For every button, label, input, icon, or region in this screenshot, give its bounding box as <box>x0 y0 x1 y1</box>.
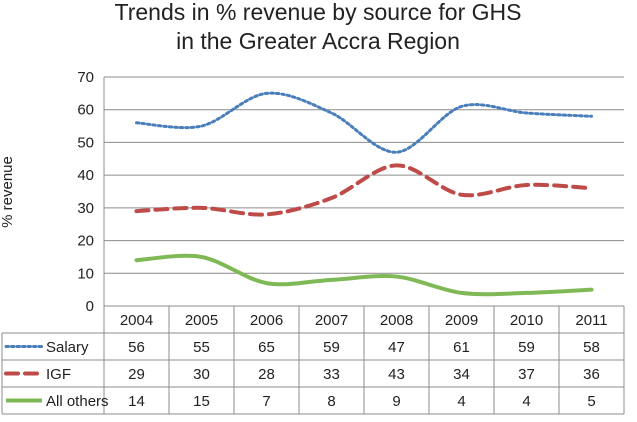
data-point <box>591 289 592 290</box>
gridlines <box>103 76 624 307</box>
series-line-all-others <box>134 253 594 297</box>
data-label: 58 <box>583 339 600 356</box>
data-label: 14 <box>128 393 145 410</box>
y-tick-label: 60 <box>77 102 94 119</box>
data-label: 61 <box>453 339 470 356</box>
chart-title-line-2: in the Greater Accra Region <box>176 28 460 54</box>
data-point <box>396 165 397 166</box>
data-label: 37 <box>518 366 535 383</box>
data-point <box>526 184 527 185</box>
data-label: 47 <box>388 339 405 356</box>
data-label: 29 <box>128 366 145 383</box>
data-point <box>266 283 267 284</box>
data-point <box>201 256 202 257</box>
data-label: 34 <box>453 366 470 383</box>
legend-label: IGF <box>46 366 71 383</box>
chart-title-line-1: Trends in % revenue by source for GHS <box>115 0 522 25</box>
data-point <box>461 292 462 293</box>
data-label: 43 <box>388 366 405 383</box>
series-line-igf <box>134 163 594 217</box>
data-point <box>396 152 397 153</box>
data-point <box>201 207 202 208</box>
data-point <box>266 93 267 94</box>
x-tick-label: 2007 <box>315 312 348 329</box>
data-label: 55 <box>193 339 210 356</box>
data-point <box>461 106 462 107</box>
data-point <box>136 260 137 261</box>
y-axis-ticks: 0 10 20 30 40 50 60 70 <box>77 69 94 315</box>
data-point <box>201 126 202 127</box>
data-point <box>331 112 332 113</box>
data-label: 59 <box>518 339 535 356</box>
y-tick-label: 40 <box>77 167 94 184</box>
x-tick-label: 2011 <box>575 312 607 329</box>
x-tick-label: 2005 <box>185 312 218 329</box>
data-label: 9 <box>392 393 400 410</box>
data-label: 30 <box>193 366 210 383</box>
legend-label: All others <box>46 393 109 410</box>
data-label: 7 <box>262 393 270 410</box>
x-tick-label: 2004 <box>120 312 153 329</box>
y-tick-label: 0 <box>86 298 94 315</box>
series-line-salary <box>135 91 593 154</box>
x-tick-label: 2006 <box>250 312 283 329</box>
data-label: 56 <box>128 339 145 356</box>
data-point <box>331 279 332 280</box>
data-label: 36 <box>583 366 600 383</box>
y-tick-label: 50 <box>77 134 94 151</box>
data-label: 33 <box>323 366 340 383</box>
data-point <box>461 194 462 195</box>
data-point <box>526 292 527 293</box>
data-label: 15 <box>193 393 210 410</box>
x-tick-label: 2008 <box>380 312 413 329</box>
data-label: 28 <box>258 366 275 383</box>
data-point <box>591 116 592 117</box>
data-point <box>591 188 592 189</box>
y-axis-label: % revenue <box>0 156 16 228</box>
y-tick-label: 20 <box>77 233 94 250</box>
y-tick-label: 30 <box>77 200 94 217</box>
series-lines <box>134 91 594 297</box>
data-label: 4 <box>522 393 530 410</box>
x-tick-label: 2009 <box>445 312 478 329</box>
data-label: 59 <box>323 339 340 356</box>
data-point <box>266 214 267 215</box>
y-tick-label: 10 <box>77 265 94 282</box>
data-point <box>526 112 527 113</box>
data-label: 65 <box>258 339 275 356</box>
legend-label: Salary <box>46 339 89 356</box>
x-tick-label: 2010 <box>510 312 543 329</box>
data-point <box>396 276 397 277</box>
data-point <box>331 198 332 199</box>
data-label: 4 <box>457 393 465 410</box>
y-tick-label: 70 <box>77 69 94 86</box>
data-point <box>136 122 137 123</box>
data-label: 5 <box>587 393 595 410</box>
data-point <box>136 211 137 212</box>
data-label: 8 <box>327 393 335 410</box>
